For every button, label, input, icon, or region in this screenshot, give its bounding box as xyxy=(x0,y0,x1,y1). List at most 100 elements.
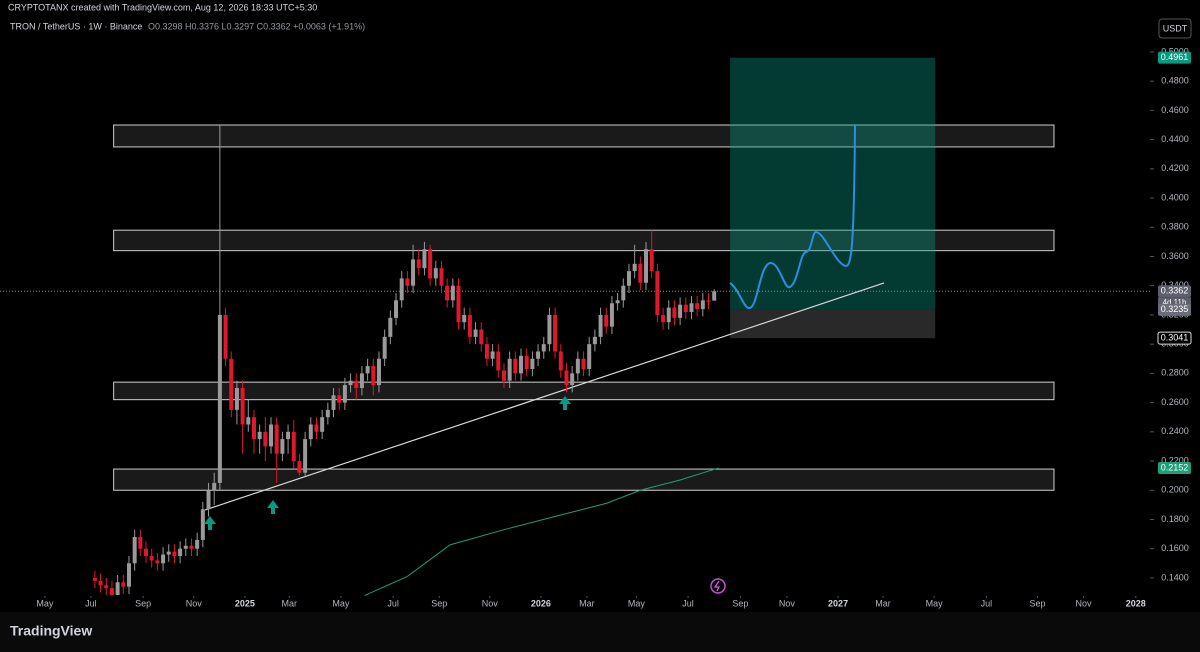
candle-body xyxy=(405,278,410,286)
x-tick-label: Jul xyxy=(85,598,97,608)
candle-body xyxy=(359,373,364,388)
candle-body xyxy=(200,509,205,540)
currency-label[interactable]: USDT xyxy=(1163,23,1188,33)
logo[interactable]: TradingView xyxy=(10,623,92,639)
y-tick-label: 0.4400 xyxy=(1161,134,1189,144)
candle-body xyxy=(683,304,688,313)
candle-body xyxy=(251,417,256,440)
candle-body xyxy=(706,300,711,302)
candle-body xyxy=(303,439,308,473)
up-arrow xyxy=(204,516,216,530)
y-tick-label: 0.2600 xyxy=(1161,397,1189,407)
y-tick-label: 0.2800 xyxy=(1161,368,1189,378)
x-tick-label: Jul xyxy=(387,598,399,608)
candle-body xyxy=(314,424,319,432)
candle-body xyxy=(621,285,626,301)
y-tick-label: 0.3800 xyxy=(1161,222,1189,232)
event-icon[interactable] xyxy=(710,578,726,594)
candle-body xyxy=(558,351,563,371)
x-tick-label: 2026 xyxy=(531,598,551,608)
candle-body xyxy=(672,307,677,318)
y-tick-label: 0.2400 xyxy=(1161,426,1189,436)
y-tick-label: 0.3400 xyxy=(1161,280,1189,290)
candle-body xyxy=(280,439,285,454)
symbol-title: TRON / TetherUS · 1W · Binance xyxy=(10,21,142,31)
y-tick-label: 0.5000 xyxy=(1161,46,1189,56)
candle-body xyxy=(445,285,450,301)
candle-body xyxy=(382,336,387,359)
candle-body xyxy=(138,537,143,549)
y-tick-label: 0.2000 xyxy=(1161,485,1189,495)
candle-body xyxy=(592,336,597,345)
candle-body xyxy=(291,431,296,462)
candle-body xyxy=(530,358,535,369)
candle-body xyxy=(206,490,211,510)
x-tick-label: May xyxy=(36,598,54,608)
y-tick-label: 0.4600 xyxy=(1161,105,1189,115)
candle-body xyxy=(416,259,421,269)
candle-body xyxy=(450,285,455,301)
candle-body xyxy=(144,548,149,556)
plot xyxy=(0,57,1150,596)
candle-body xyxy=(394,300,399,318)
candle-body xyxy=(195,539,200,549)
y-tick-label: 0.4800 xyxy=(1161,76,1189,86)
countdown-bg xyxy=(1158,297,1191,309)
x-tick-label: Nov xyxy=(779,598,796,608)
zone xyxy=(113,381,1055,401)
candle-body xyxy=(649,249,654,272)
candle-body xyxy=(234,387,239,410)
candle-body xyxy=(178,548,183,556)
candle-body xyxy=(598,314,603,337)
x-tick-label: Nov xyxy=(186,598,203,608)
candle-body xyxy=(428,249,433,279)
candle-body xyxy=(155,560,160,564)
price-badge-label: 0.2152 xyxy=(1161,462,1189,472)
price-badge-label: 0.4961 xyxy=(1161,52,1189,62)
y-tick-label: 0.1400 xyxy=(1161,572,1189,582)
moving-average xyxy=(364,467,719,596)
up-arrow xyxy=(559,396,571,410)
candle-body xyxy=(462,314,467,323)
price-badge xyxy=(1158,51,1191,64)
y-tick-label: 0.4000 xyxy=(1161,192,1189,202)
y-tick-label: 0.1600 xyxy=(1161,543,1189,553)
candle-body xyxy=(626,271,631,286)
y-tick-label: 0.2200 xyxy=(1161,455,1189,465)
currency-button[interactable] xyxy=(1158,18,1192,39)
x-tick-label: Nov xyxy=(1076,598,1093,608)
candle-body xyxy=(98,580,103,586)
candle-body xyxy=(604,314,609,327)
candle-body xyxy=(473,329,478,337)
candle-body xyxy=(467,314,472,337)
candle-body xyxy=(479,329,484,345)
candle-body xyxy=(422,249,427,269)
x-tick-label: Jul xyxy=(682,598,694,608)
candle-body xyxy=(581,358,586,369)
zone xyxy=(113,124,1055,148)
projection-path xyxy=(729,124,856,310)
candle-body xyxy=(371,366,376,386)
candle-body xyxy=(587,344,592,369)
x-tick-label: May xyxy=(628,598,646,608)
candle-body xyxy=(638,263,643,283)
top-bar: CRYPTOTANX created with TradingView.com,… xyxy=(8,2,317,12)
candle-body xyxy=(121,582,126,587)
candle-body xyxy=(348,380,353,386)
candle-body xyxy=(439,268,444,286)
candle-body xyxy=(166,551,171,555)
candle-body xyxy=(132,537,137,564)
candle-body xyxy=(433,268,438,279)
x-tick-label: Nov xyxy=(482,598,499,608)
y-tick-label: 0.3600 xyxy=(1161,251,1189,261)
ohlc-text[interactable]: O0.3298 H0.3376 L0.3297 C0.3362 +0.0063 … xyxy=(148,21,365,31)
up-arrow xyxy=(267,500,279,514)
candle-body xyxy=(632,263,637,272)
candle-body xyxy=(615,300,620,304)
candle-body xyxy=(212,482,217,491)
candle-body xyxy=(92,577,97,581)
candle-body xyxy=(712,291,717,301)
candle-body xyxy=(484,344,489,359)
candle-body xyxy=(109,588,114,595)
candle-body xyxy=(507,358,512,381)
